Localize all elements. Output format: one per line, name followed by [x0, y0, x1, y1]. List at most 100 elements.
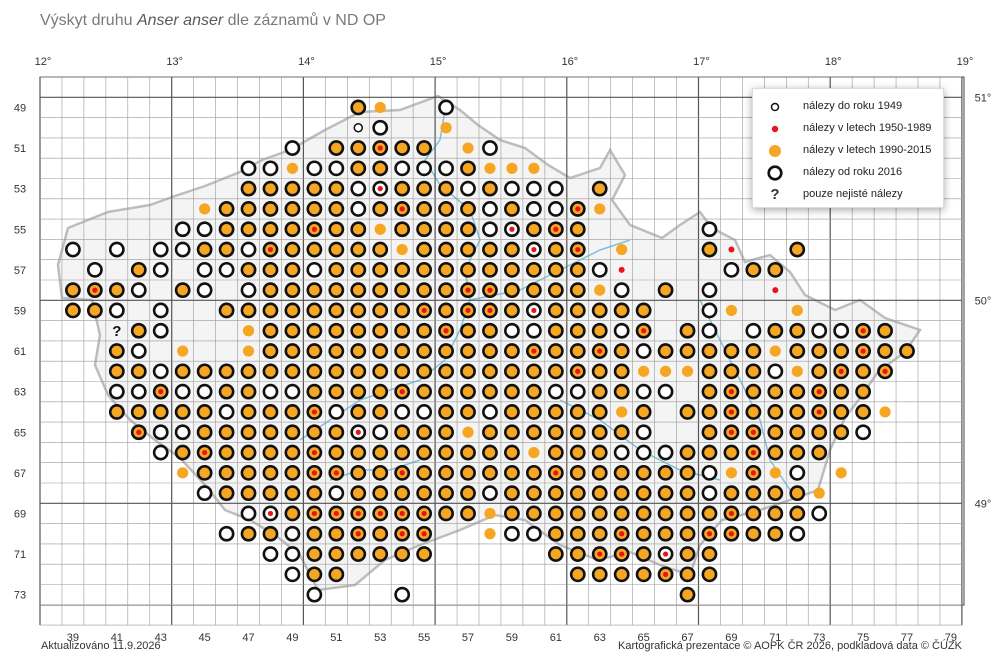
record-orange-ring	[240, 302, 257, 319]
column-label: 43	[155, 632, 167, 644]
record-orange-ring	[218, 363, 235, 380]
grid-cell-record	[306, 464, 323, 481]
grid-cell-record	[767, 525, 784, 542]
record-orange-ring	[525, 404, 542, 420]
record-orange-ring	[657, 505, 674, 522]
record-orange-ring	[460, 505, 476, 522]
legend: nálezy do roku 1949 nálezy v letech 1950…	[752, 88, 944, 208]
record-ring	[218, 261, 235, 278]
grid-cell-record	[613, 525, 630, 542]
grid-cell-record	[525, 221, 542, 238]
record-orange-ring	[328, 282, 345, 299]
record-orange-ring	[482, 180, 498, 197]
record-orange-ring	[460, 322, 476, 339]
row-label: 67	[14, 468, 26, 480]
record-ring	[152, 363, 169, 380]
record-orange-ring	[789, 343, 806, 359]
small-ring-icon	[770, 102, 780, 112]
grid-cell-record	[262, 444, 279, 461]
grid-cell-record	[635, 485, 652, 502]
record-orange-ring	[174, 363, 191, 380]
record-orange-ring	[504, 261, 520, 278]
record-orange-ring	[679, 546, 696, 562]
record-orange-ring	[240, 221, 257, 238]
grid-cell-record	[130, 383, 147, 400]
grid-cell-record	[350, 282, 367, 299]
grid-cell-record	[262, 383, 279, 400]
grid-cell-record	[218, 464, 235, 481]
record-orange-dot	[242, 345, 255, 357]
record-orange-ring	[591, 485, 608, 502]
record-orange-ring	[460, 383, 476, 400]
record-orange-ring	[504, 201, 520, 217]
grid-cell-record	[196, 282, 213, 299]
record-red-dot	[465, 287, 471, 293]
record-orange-ring	[240, 464, 257, 481]
grid-cell-record	[811, 444, 828, 461]
grid-cell-record	[657, 343, 674, 359]
grid-cell-record	[547, 525, 564, 542]
grid-cell-record	[438, 444, 454, 461]
grid-cell-record	[811, 505, 828, 522]
legend-label-1950-1989: nálezy v letech 1950-1989	[803, 122, 932, 134]
grid-cell-record	[438, 99, 454, 116]
record-orange-ring	[306, 343, 323, 359]
grid-cell-record	[438, 343, 454, 359]
record-ring	[811, 505, 828, 522]
grid-cell-record	[152, 404, 169, 420]
grid-cell-record	[284, 241, 301, 258]
grid-cell-record	[240, 221, 257, 238]
grid-cell-record	[174, 404, 191, 420]
record-red-dot	[575, 368, 581, 374]
record-orange-ring	[460, 464, 476, 481]
grid-cell-record	[108, 404, 125, 420]
record-orange-ring	[438, 221, 454, 238]
grid-cell-record	[328, 160, 345, 177]
grid-cell-record	[152, 322, 169, 339]
grid-cell-record	[569, 302, 586, 319]
record-red-dot	[772, 287, 779, 294]
column-label: 41	[111, 632, 123, 644]
grid-cell-record	[262, 464, 279, 481]
record-red-dot	[267, 246, 274, 253]
longitude-label: 12°	[35, 56, 52, 68]
grid-cell-record	[438, 363, 454, 380]
record-orange-ring	[591, 464, 608, 481]
record-orange-ring	[240, 444, 257, 461]
grid-cell-record	[306, 241, 323, 258]
grid-cell-record	[525, 525, 542, 542]
record-orange-ring	[416, 322, 433, 339]
record-red-dot	[838, 368, 844, 374]
record-orange-ring	[350, 363, 367, 380]
grid-cell-record	[218, 201, 235, 217]
record-red-dot	[421, 531, 427, 537]
grid-cell-record	[240, 444, 257, 461]
record-orange-ring	[350, 261, 367, 278]
grid-cell-record	[745, 383, 762, 400]
record-orange-ring	[438, 302, 454, 319]
row-label: 53	[14, 184, 26, 196]
grid-cell-record	[679, 505, 696, 522]
title-suffix: dle záznamů v ND OP	[223, 12, 386, 29]
record-orange-ring	[591, 404, 608, 420]
grid-cell-record	[218, 525, 235, 542]
grid-cell-record	[284, 363, 301, 380]
grid-cell-record	[240, 261, 257, 278]
grid-cell-record	[350, 464, 367, 481]
grid-cell-record	[789, 464, 806, 481]
grid-cell-record	[745, 424, 762, 441]
record-orange-ring	[306, 383, 323, 400]
grid-cell-record	[547, 241, 564, 258]
latitude-label: 50°	[975, 295, 992, 307]
record-orange-ring	[394, 140, 411, 156]
grid-cell-record	[394, 505, 411, 522]
grid-cell-record	[701, 525, 718, 542]
grid-cell-record	[701, 505, 718, 522]
map-title: Výskyt druhu Anser anser dle záznamů v N…	[40, 12, 386, 30]
grid-cell-record	[306, 566, 323, 583]
grid-cell-record	[438, 241, 454, 258]
record-orange-ring	[460, 343, 476, 359]
grid-cell-record	[394, 302, 411, 319]
grid-cell-record	[569, 424, 586, 441]
record-ring	[174, 383, 191, 400]
